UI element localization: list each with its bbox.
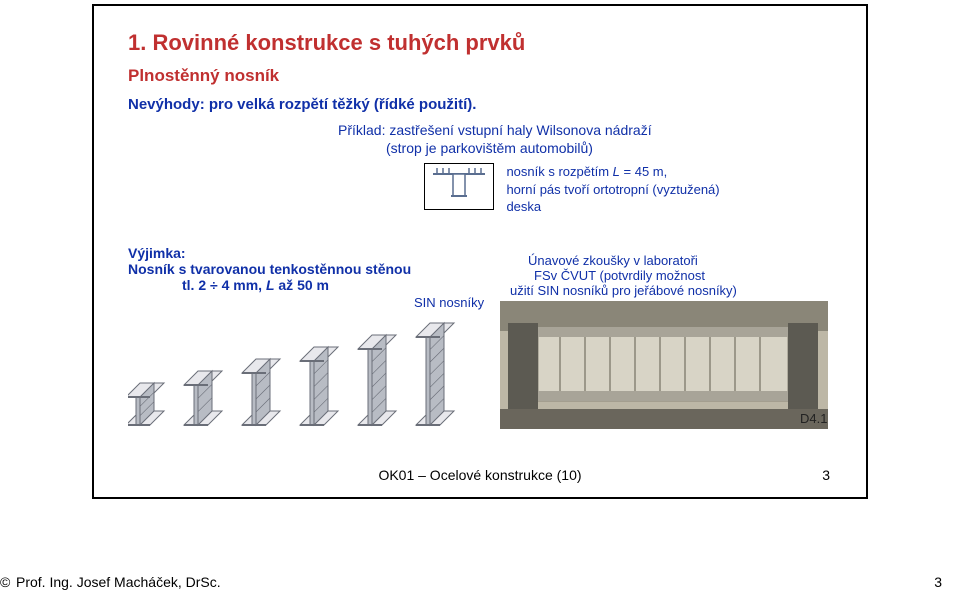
exception-l2: tl. 2 ÷ 4 mm, L až 50 m: [128, 277, 411, 293]
exception-label: Výjimka:: [128, 245, 411, 261]
beam-cross-section-icon: [424, 163, 494, 210]
fatigue-l3: užití SIN nosníků pro jeřábové nosníky): [510, 283, 737, 298]
lab-photo: D4.1: [500, 301, 828, 429]
sin-label: SIN nosníky: [414, 295, 484, 310]
slide-page-number: 3: [822, 467, 830, 483]
slide-footer-text: OK01 – Ocelové konstrukce (10): [378, 467, 581, 483]
italic-L: L: [613, 164, 620, 179]
fatigue-l2: FSv ČVUT (potvrdily možnost: [510, 268, 705, 283]
exception-l1: Nosník s tvarovanou tenkostěnnou stěnou: [128, 261, 411, 277]
beam-row: nosník s rozpětím L = 45 m, horní pás tv…: [412, 163, 832, 223]
photo-label: D4.1: [800, 411, 827, 426]
slide-title: 1. Rovinné konstrukce s tuhých prvků: [128, 30, 832, 56]
page-footer-author: Prof. Ing. Josef Macháček, DrSc.: [16, 574, 221, 590]
sin-beams-figure: [128, 313, 496, 438]
example-line2: (strop je parkovištěm automobilů): [338, 140, 593, 156]
fatigue-block: Únavové zkoušky v laboratoři FSv ČVUT (p…: [510, 253, 737, 298]
slide-frame: 1. Rovinné konstrukce s tuhých prvků Pln…: [92, 4, 868, 499]
copyright-symbol: ©: [0, 574, 10, 590]
page-footer-number: 3: [934, 574, 942, 590]
slide-subtitle: Plnostěnný nosník: [128, 66, 832, 86]
slide-footer: OK01 – Ocelové konstrukce (10) 3: [94, 467, 866, 483]
italic-L-2: L: [266, 277, 275, 293]
nevyhody-line: Nevýhody: pro velká rozpětí těžký (řídké…: [128, 96, 832, 113]
example-text: Příklad: zastřešení vstupní haly Wilsono…: [338, 121, 832, 157]
beam-l1: nosník s rozpětím L = 45 m,: [506, 164, 667, 179]
fatigue-l1: Únavové zkoušky v laboratoři: [510, 253, 698, 268]
lower-row: Výjimka: Nosník s tvarovanou tenkostěnno…: [128, 225, 832, 435]
beam-l2: horní pás tvoří ortotropní (vyztužená): [506, 182, 719, 197]
beam-l3: deska: [506, 199, 541, 214]
example-line1: Příklad: zastřešení vstupní haly Wilsono…: [338, 122, 652, 138]
beam-description: nosník s rozpětím L = 45 m, horní pás tv…: [506, 163, 719, 216]
exception-block: Výjimka: Nosník s tvarovanou tenkostěnno…: [128, 245, 411, 293]
